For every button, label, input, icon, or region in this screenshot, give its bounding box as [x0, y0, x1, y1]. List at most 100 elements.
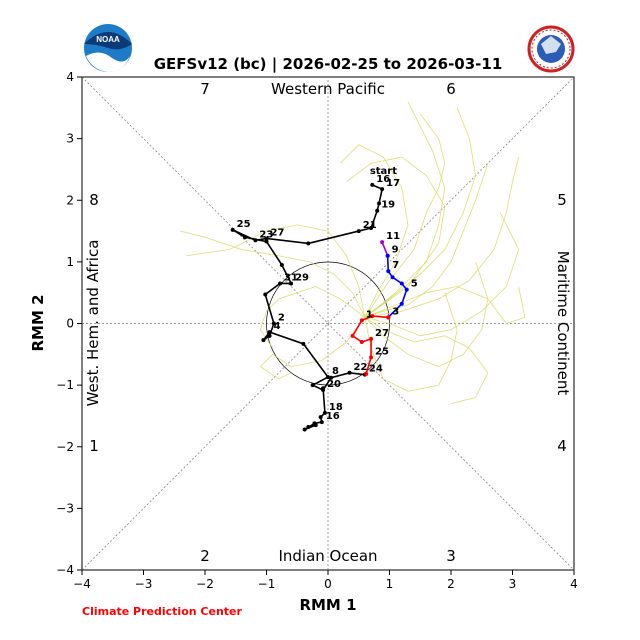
point-label: 4	[274, 321, 281, 332]
point-label: 29	[295, 272, 309, 283]
point-label: 8	[332, 366, 339, 377]
series-point	[319, 420, 324, 425]
x-tick-label: 3	[509, 577, 517, 591]
ensemble-members	[180, 101, 526, 405]
phase-7-label: 7	[200, 80, 210, 98]
point-label: 21	[363, 220, 377, 231]
ensemble-member-line	[180, 230, 366, 318]
series-point	[318, 415, 323, 420]
series-point	[313, 423, 318, 428]
region-bottom: Indian Ocean	[278, 547, 377, 565]
phase-3-label: 3	[446, 547, 456, 565]
series-point	[364, 372, 369, 377]
region-top: Western Pacific	[271, 80, 385, 98]
y-tick-label: 3	[66, 132, 74, 146]
region-right: Maritime Continent	[554, 251, 572, 396]
x-tick-label: 0	[324, 577, 332, 591]
series-point	[399, 301, 404, 306]
point-label: 20	[327, 379, 341, 390]
noaa-logo: NOAA	[84, 24, 132, 72]
ensemble-member-line	[364, 157, 520, 318]
y-tick-label: −4	[56, 563, 74, 577]
series-point	[359, 339, 364, 344]
y-tick-label: −3	[56, 501, 74, 515]
series-point	[242, 235, 247, 240]
y-tick-label: 4	[66, 70, 74, 84]
y-axis-label: RMM 2	[29, 294, 47, 351]
phase-5-label: 5	[557, 191, 567, 209]
ensemble-member-line	[364, 292, 458, 392]
series-point	[278, 281, 283, 286]
series-line	[381, 241, 389, 257]
point-label: 25	[375, 346, 389, 357]
series-point	[253, 238, 258, 243]
phase-8-label: 8	[89, 191, 99, 209]
series-point	[306, 241, 311, 246]
series-point	[267, 330, 272, 335]
series-point	[230, 227, 235, 232]
x-tick-label: 1	[386, 577, 394, 591]
x-tick-label: −1	[258, 577, 276, 591]
point-label: 24	[369, 364, 383, 375]
point-label: 19	[381, 200, 395, 211]
series-point	[386, 315, 391, 320]
series-point	[322, 410, 327, 415]
x-axis-label: RMM 1	[299, 596, 356, 614]
ensemble-member-line	[259, 317, 366, 380]
x-tick-label: −4	[73, 577, 91, 591]
point-label: 2	[278, 313, 285, 324]
ensemble-member-line	[364, 101, 446, 318]
ensemble-member-line	[259, 286, 366, 349]
series-point	[264, 239, 269, 244]
point-label: 27	[271, 227, 285, 238]
series-point	[370, 314, 375, 319]
nws-logo	[527, 25, 575, 73]
point-label: 31	[284, 272, 298, 283]
region-left: West. Hem. and Africa	[84, 240, 102, 407]
point-label: 16	[326, 411, 340, 422]
x-tick-label: 4	[570, 577, 578, 591]
ensemble-member-line	[364, 113, 446, 318]
series-point	[369, 336, 374, 341]
series-point	[261, 338, 266, 343]
y-tick-label: −1	[56, 378, 74, 392]
series-point	[369, 225, 374, 230]
point-label: 22	[354, 362, 368, 373]
series-point	[350, 333, 355, 338]
svg-text:NOAA: NOAA	[96, 35, 120, 44]
point-label: 3	[392, 306, 399, 317]
series-point	[386, 269, 391, 274]
point-label: 16	[376, 174, 390, 185]
series-point	[385, 253, 390, 258]
credit-text: Climate Prediction Center	[82, 605, 242, 618]
series-point	[347, 370, 352, 375]
series-point	[279, 262, 284, 267]
point-label: 11	[386, 231, 400, 242]
y-tick-label: 1	[66, 255, 74, 269]
phase-4-label: 4	[557, 437, 567, 455]
phase-2-label: 2	[200, 547, 210, 565]
point-label: 18	[329, 402, 343, 413]
ensemble-member-line	[186, 224, 366, 318]
point-label: 25	[237, 219, 251, 230]
ensemble-member-line	[364, 107, 477, 318]
series-point	[271, 321, 276, 326]
point-label: 27	[375, 328, 389, 339]
forecast-series	[230, 182, 409, 432]
series-point	[267, 333, 272, 338]
point-label: 17	[386, 178, 400, 189]
series-point	[302, 427, 307, 432]
series-point	[370, 182, 375, 187]
point-label: 1	[366, 309, 373, 320]
series-point	[263, 292, 268, 297]
y-tick-label: −2	[56, 440, 74, 454]
series-point	[375, 208, 380, 213]
series-point	[377, 201, 382, 206]
series-point	[326, 375, 330, 380]
series-point	[329, 375, 334, 380]
series-point	[356, 229, 361, 234]
series-point	[380, 240, 385, 245]
ensemble-member-line	[364, 317, 489, 405]
